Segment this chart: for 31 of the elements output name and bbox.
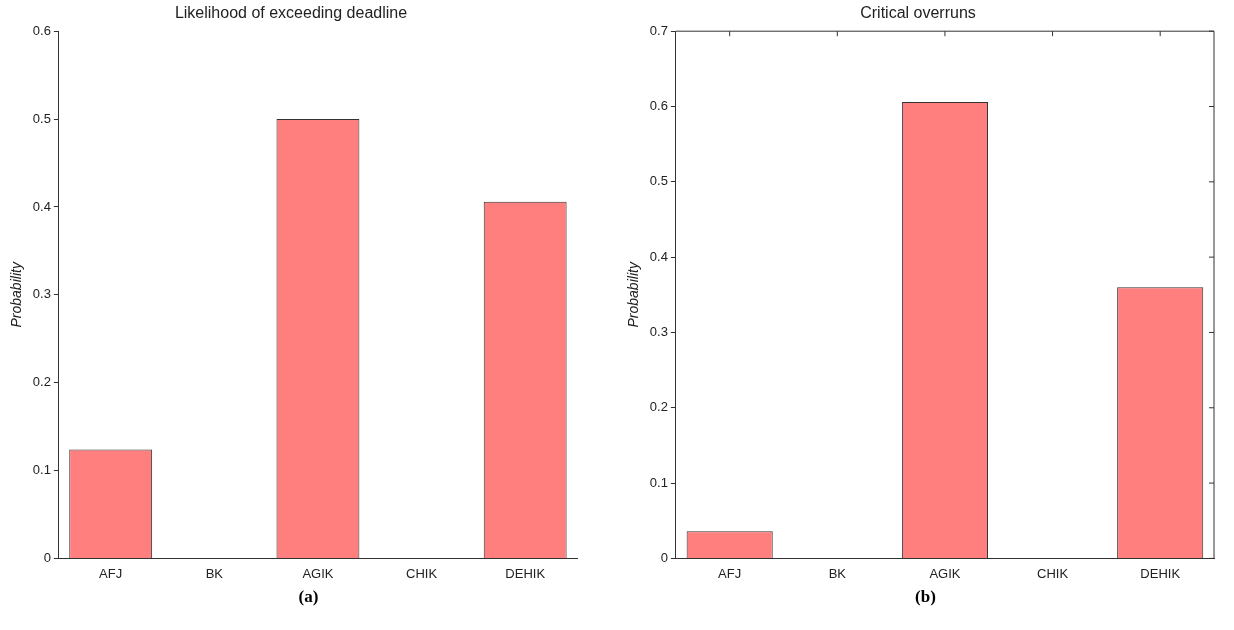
y-axis-title: Probability: [8, 261, 25, 328]
y-axis-title: Probability: [625, 261, 642, 328]
y-tick-label: 0.5: [32, 110, 51, 126]
y-tick-label: 0: [43, 549, 51, 565]
x-tick-label: DEHIK: [1140, 565, 1181, 581]
x-tick-label: AGIK: [302, 565, 334, 581]
y-tick-label: 0.5: [649, 173, 668, 189]
x-tick-label: AFJ: [99, 565, 123, 581]
y-tick-label: 0.6: [32, 22, 51, 38]
y-tick-label: 0.2: [649, 399, 668, 415]
y-tick-label: 0.4: [649, 248, 668, 264]
x-tick-label: CHIK: [1037, 565, 1069, 581]
y-tick-label: 0.4: [32, 198, 51, 214]
y-tick-label: 0.1: [32, 462, 51, 478]
x-tick-label: BK: [205, 565, 224, 581]
y-tick-label: 0.2: [32, 374, 51, 390]
y-tick-label: 0.3: [32, 286, 51, 302]
x-tick-label: DEHIK: [505, 565, 546, 581]
y-tick-label: 0.3: [649, 324, 668, 340]
text: (b): [914, 587, 937, 607]
text: (a): [297, 587, 320, 607]
x-tick-label: BK: [828, 565, 847, 581]
x-tick-label: AGIK: [929, 565, 961, 581]
y-tick-label: 0: [660, 549, 668, 565]
chart-title: Critical overruns: [860, 4, 976, 22]
y-tick-label: 0.6: [649, 98, 668, 114]
x-tick-label: AFJ: [718, 565, 742, 581]
x-tick-label: CHIK: [406, 565, 438, 581]
y-tick-label: 0.7: [649, 22, 668, 38]
y-tick-label: 0.1: [649, 474, 668, 490]
chart-title: Likelihood of exceeding deadline: [174, 4, 408, 22]
